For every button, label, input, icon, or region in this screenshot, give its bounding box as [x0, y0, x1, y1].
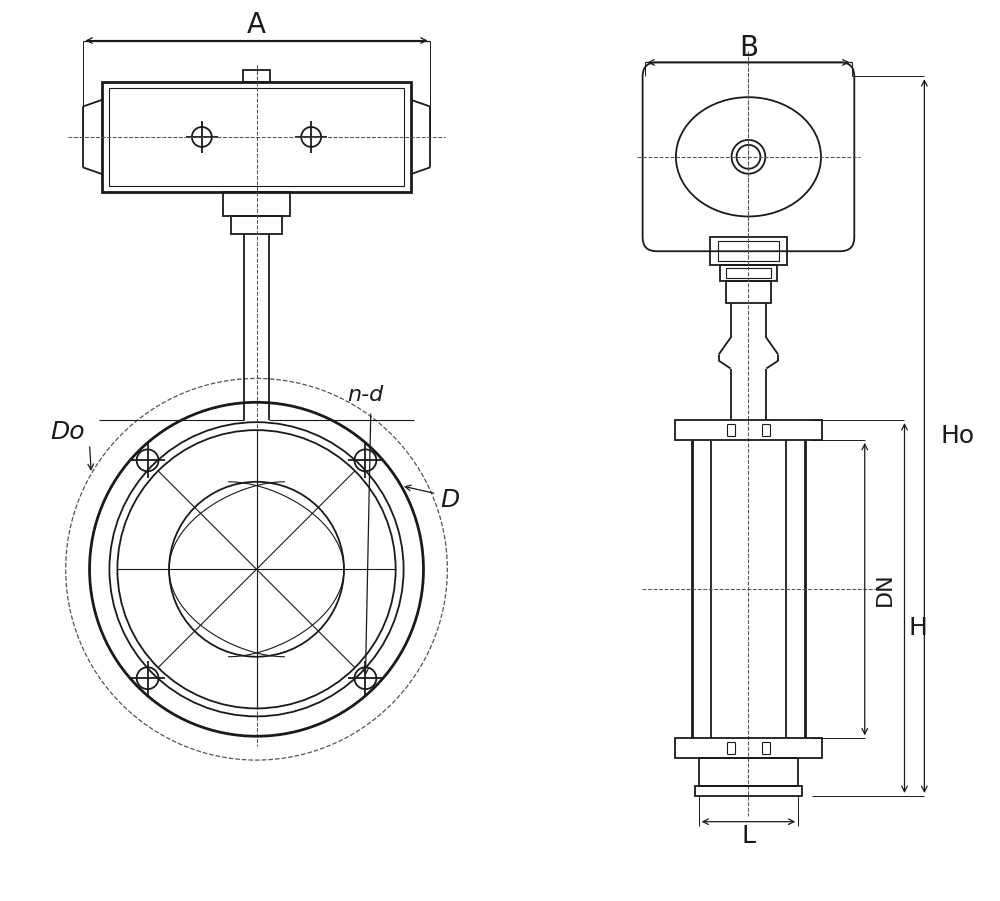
Text: n-d: n-d	[348, 386, 384, 405]
Bar	[675, 420, 822, 440]
Bar	[231, 216, 282, 234]
Bar	[243, 70, 270, 82]
Bar	[710, 237, 787, 265]
Bar	[726, 281, 771, 303]
Bar	[699, 758, 798, 786]
Bar	[109, 88, 404, 186]
Bar	[675, 738, 822, 758]
Bar	[726, 268, 771, 278]
Bar	[102, 82, 411, 192]
Bar	[720, 265, 777, 281]
Text: B: B	[739, 34, 758, 62]
Text: L: L	[741, 824, 755, 848]
Text: Ho: Ho	[940, 424, 974, 448]
Bar	[223, 192, 290, 216]
Text: D: D	[441, 487, 460, 512]
Bar	[718, 241, 779, 261]
Text: A: A	[247, 11, 266, 39]
Text: Do: Do	[50, 420, 85, 444]
Bar	[695, 786, 802, 796]
Text: H: H	[908, 616, 927, 640]
Text: DN: DN	[875, 572, 895, 606]
